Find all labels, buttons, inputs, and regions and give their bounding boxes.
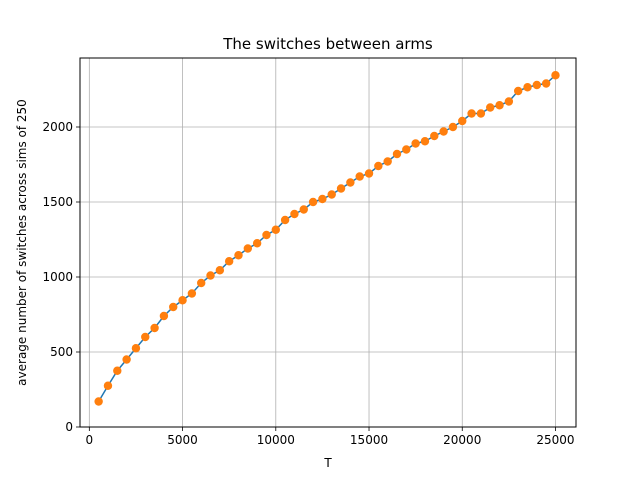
data-point bbox=[411, 139, 420, 148]
data-point bbox=[448, 122, 458, 132]
data-point bbox=[486, 103, 495, 112]
data-point bbox=[458, 116, 467, 126]
x-tick-label: 10000 bbox=[257, 433, 295, 447]
data-point bbox=[308, 197, 318, 207]
series-points bbox=[94, 71, 560, 406]
data-point bbox=[159, 311, 169, 321]
x-tick-label: 15000 bbox=[350, 433, 388, 447]
y-tick-label: 0 bbox=[65, 420, 73, 434]
data-point bbox=[150, 323, 159, 333]
data-point bbox=[476, 109, 486, 118]
data-point bbox=[131, 344, 141, 353]
data-point bbox=[430, 131, 439, 141]
data-point bbox=[420, 137, 430, 146]
data-point bbox=[234, 251, 243, 260]
data-point bbox=[551, 71, 560, 80]
data-point bbox=[327, 190, 336, 199]
data-point bbox=[243, 244, 253, 253]
y-tick-label: 1500 bbox=[42, 195, 73, 209]
x-tick-label: 20000 bbox=[443, 433, 481, 447]
data-point bbox=[122, 355, 131, 364]
data-point bbox=[252, 239, 262, 248]
plot-frame bbox=[79, 57, 577, 428]
data-point bbox=[169, 302, 178, 312]
data-point bbox=[94, 397, 103, 406]
data-point bbox=[439, 127, 448, 136]
data-point bbox=[513, 86, 523, 96]
data-point bbox=[392, 149, 402, 159]
x-axis-label: T bbox=[323, 456, 332, 470]
x-tick-label: 5000 bbox=[167, 433, 198, 447]
data-point bbox=[383, 157, 392, 166]
data-point bbox=[206, 271, 215, 280]
data-point bbox=[504, 97, 514, 106]
data-point bbox=[290, 209, 299, 219]
x-tick-label: 25000 bbox=[536, 433, 574, 447]
y-tick-label: 500 bbox=[50, 345, 73, 359]
data-point bbox=[224, 257, 234, 266]
data-point bbox=[271, 225, 280, 234]
x-tick-label: 0 bbox=[86, 433, 94, 447]
data-point bbox=[374, 161, 383, 171]
data-point bbox=[215, 266, 225, 275]
data-point bbox=[318, 194, 327, 204]
data-point bbox=[532, 80, 542, 90]
data-point bbox=[346, 178, 355, 187]
data-point bbox=[467, 109, 476, 118]
data-point bbox=[541, 79, 551, 88]
data-point bbox=[402, 145, 411, 154]
data-point bbox=[197, 278, 206, 288]
data-point bbox=[103, 381, 113, 390]
data-point bbox=[299, 205, 308, 214]
data-point bbox=[178, 296, 187, 305]
data-point bbox=[364, 169, 374, 178]
data-point bbox=[355, 172, 364, 181]
data-point bbox=[141, 332, 150, 342]
data-point bbox=[113, 366, 122, 375]
y-tick-label: 2000 bbox=[42, 120, 73, 134]
grid-lines bbox=[80, 58, 576, 428]
data-point bbox=[495, 101, 504, 110]
series-line bbox=[98, 74, 556, 402]
data-point bbox=[187, 289, 197, 298]
data-point bbox=[336, 184, 346, 193]
chart-title: The switches between arms bbox=[222, 35, 433, 53]
y-tick-label: 1000 bbox=[42, 270, 73, 284]
x-axis-ticks: 0 5000 10000 15000 20000 25000 bbox=[86, 427, 575, 447]
data-point bbox=[523, 83, 532, 92]
y-axis-label: average number of switches across sims o… bbox=[15, 99, 29, 386]
y-axis-ticks: 0 500 1000 1500 2000 bbox=[42, 120, 80, 434]
data-point bbox=[280, 215, 290, 225]
data-point bbox=[262, 230, 271, 240]
